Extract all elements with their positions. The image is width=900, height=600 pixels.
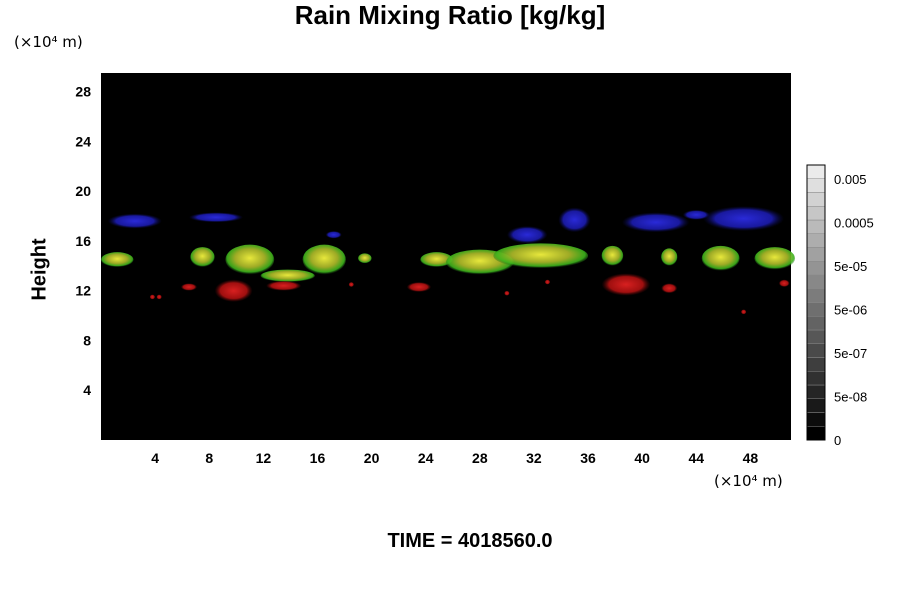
red-rain-feature [180,283,198,291]
x-tick-label: 32 [526,450,542,466]
colorbar-swatch [806,357,826,372]
x-tick-label: 8 [205,450,213,466]
colorbar-tick-label: 5e-07 [834,346,867,361]
blue-rain-feature [188,212,244,223]
colorbar-swatch [806,302,826,317]
colorbar-swatch [806,178,826,193]
time-label: TIME = 4018560.0 [387,530,553,552]
colorbar-swatch [806,247,826,262]
x-tick-label: 44 [689,450,705,466]
colorbar-frame [806,164,826,441]
yellow-rain-feature [358,253,372,264]
colorbar [806,164,826,441]
colorbar-tick-label: 0.005 [834,172,867,187]
blue-rain-feature [506,226,548,244]
x-tick-labels: 4 8 12 16 20 24 28 32 36 40 44 48 [151,450,758,466]
colorbar-tick-label: 0 [834,433,841,448]
rain-features [101,206,796,315]
yellow-rain-feature [754,247,796,270]
x-tick-label: 48 [743,450,759,466]
colorbar-tick-labels: 0.005 0.0005 5e-05 5e-06 5e-07 5e-08 0 [834,172,874,448]
y-tick-label: 28 [75,84,91,100]
x-tick-label: 16 [310,450,326,466]
red-rain-feature [149,294,156,300]
yellow-rain-feature [101,252,134,268]
chart-title: Rain Mixing Ratio [kg/kg] [294,0,606,30]
x-tick-label: 20 [364,450,380,466]
x-tick-label: 36 [580,450,596,466]
x-tick-label: 12 [256,450,272,466]
yellow-rain-feature [493,243,589,269]
colorbar-tick-label: 5e-06 [834,303,867,318]
blue-rain-feature [107,213,162,229]
colorbar-swatch [806,206,826,221]
yellow-rain-feature [420,252,453,268]
red-rain-feature [778,279,790,287]
yellow-rain-feature [225,244,275,275]
red-rain-feature [544,279,551,285]
yellow-rain-feature [661,248,678,266]
y-tick-label: 8 [83,332,91,348]
blue-rain-feature [558,207,591,233]
red-rain-feature [406,282,432,292]
colorbar-swatch [806,164,826,179]
x-tick-label: 40 [634,450,650,466]
colorbar-swatch [806,219,826,234]
colorbar-tick-label: 0.0005 [834,216,874,231]
y-tick-label: 4 [83,382,91,398]
colorbar-tick-label: 5e-08 [834,390,867,405]
y-tick-label: 12 [75,283,91,299]
yellow-rain-feature [190,247,215,268]
yellow-rain-feature [701,245,740,271]
colorbar-swatch [806,192,826,207]
red-rain-feature [661,283,678,294]
red-rain-feature [266,280,302,291]
colorbar-swatch [806,274,826,289]
red-rain-feature [740,309,747,315]
y-tick-label: 20 [75,183,91,199]
yellow-rain-feature [601,245,624,266]
blue-rain-feature [325,230,342,239]
colorbar-swatch [806,371,826,386]
y-tick-labels: 4 8 12 16 20 24 28 [75,84,91,399]
colorbar-swatch [806,384,826,399]
colorbar-swatch [806,398,826,413]
y-axis-unit: (×10⁴ m) [14,33,83,51]
yellow-rain-feature [302,244,346,275]
colorbar-swatch [806,288,826,303]
blue-rain-feature [703,206,785,231]
y-tick-label: 16 [75,233,91,249]
red-rain-feature [156,294,162,300]
x-tick-label: 24 [418,450,434,466]
colorbar-swatch [806,316,826,331]
colorbar-tick-label: 5e-05 [834,259,867,274]
red-rain-feature [348,281,355,287]
blue-rain-feature [682,209,710,220]
blue-rain-feature [621,212,690,233]
colorbar-swatch [806,329,826,344]
colorbar-swatch [806,426,826,441]
colorbar-swatch [806,343,826,358]
x-axis-unit: (×10⁴ m) [714,472,783,490]
y-tick-label: 24 [75,133,91,149]
red-rain-feature [214,279,253,302]
red-rain-feature [504,290,510,296]
red-rain-feature [601,273,651,296]
x-tick-label: 4 [151,450,159,466]
x-tick-label: 28 [472,450,488,466]
colorbar-swatch [806,261,826,276]
colorbar-swatch [806,233,826,248]
yellow-rain-feature [260,269,315,283]
colorbar-swatch [806,412,826,427]
